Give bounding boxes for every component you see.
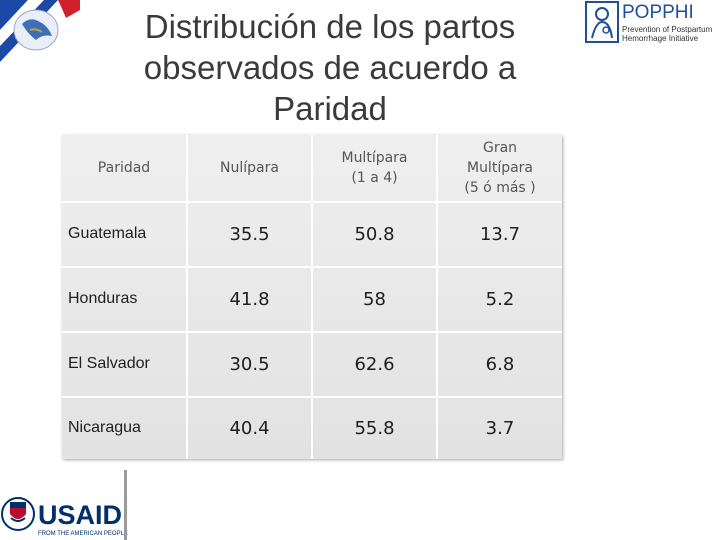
cell-nulipara: 41.8: [187, 266, 313, 333]
cell-nulipara: 40.4: [187, 396, 313, 459]
cell-gran-multipara: 13.7: [437, 202, 562, 268]
row-country: Nicaragua: [62, 396, 188, 459]
cell-gran-multipara: 5.2: [437, 266, 562, 333]
table-header-row: Paridad Nulípara Multípara (1 a 4) Gran …: [62, 135, 562, 203]
header-multipara: Multípara (1 a 4): [312, 135, 438, 203]
table-row: El Salvador 30.5 62.6 6.8: [62, 331, 562, 398]
row-country: Guatemala: [62, 202, 188, 268]
usaid-wordmark: USAID: [38, 500, 122, 530]
header-gran-multipara: Gran Multípara (5 ó más ): [437, 135, 562, 203]
header-multipara-line2: (1 a 4): [351, 170, 398, 186]
cell-multipara: 55.8: [312, 396, 438, 459]
cell-nulipara: 30.5: [187, 331, 313, 398]
header-gran-multipara-line1: Gran: [482, 140, 518, 156]
row-country: Honduras: [62, 266, 188, 333]
popphi-tagline-1: Prevention of Postpartum: [622, 25, 713, 34]
popphi-tagline-2: Hemorrhage Initiative: [622, 34, 699, 43]
central-america-emblem-logo: [0, 0, 80, 62]
header-gran-multipara-line3: (5 ó más ): [464, 180, 536, 196]
header-paridad: Paridad: [62, 135, 188, 203]
row-country: El Salvador: [62, 331, 188, 398]
header-multipara-line1: Multípara: [341, 150, 408, 166]
paridad-table: Paridad Nulípara Multípara (1 a 4) Gran …: [62, 135, 562, 459]
cell-multipara: 58: [312, 266, 438, 333]
header-nulipara: Nulípara: [187, 135, 313, 203]
popphi-wordmark: POPPHI: [622, 2, 694, 23]
table-row: Nicaragua 40.4 55.8 3.7: [62, 396, 562, 459]
cell-gran-multipara: 6.8: [437, 331, 562, 398]
slide-title: Distribución de los partos observados de…: [143, 8, 517, 127]
cell-nulipara: 35.5: [187, 202, 313, 268]
cell-multipara: 50.8: [312, 202, 438, 268]
cell-gran-multipara: 3.7: [485, 417, 515, 439]
header-gran-multipara-line2: Multípara: [466, 160, 534, 176]
table-row: Honduras 41.8 58 5.2: [62, 266, 562, 333]
usaid-logo: USAID FROM THE AMERICAN PEOPLE: [1, 497, 128, 537]
usaid-tagline: FROM THE AMERICAN PEOPLE: [38, 531, 128, 537]
popphi-logo: POPPHI Prevention of Postpartum Hemorrha…: [585, 1, 713, 43]
decorative-divider: [124, 470, 127, 540]
table-row: Guatemala 35.5 50.8 13.7: [62, 202, 562, 268]
paridad-table-container: Paridad Nulípara Multípara (1 a 4) Gran …: [62, 135, 562, 459]
cell-multipara: 62.6: [312, 331, 438, 398]
